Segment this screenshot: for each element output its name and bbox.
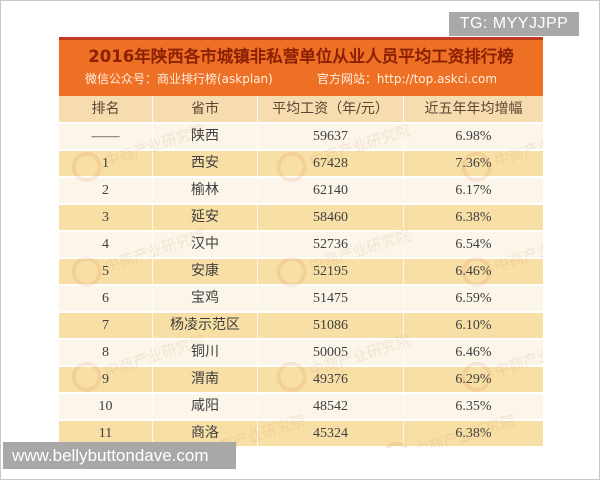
cell-region: 渭南: [153, 367, 258, 392]
source-line: 微信公众号：商业排行榜(askplan) 官方网站：http://top.ask…: [59, 69, 543, 89]
cell-rank: 8: [59, 340, 153, 365]
cell-growth: 6.98%: [455, 129, 492, 144]
table-row: 6 宝鸡 51475 6.59%: [59, 286, 543, 313]
cell-region: 商洛: [153, 421, 258, 446]
cell-growth: 6.46%: [455, 264, 492, 279]
table-row: 1 西安 67428 7.36%: [59, 151, 543, 178]
cell-growth: 6.35%: [455, 399, 492, 414]
cell-wage: 51086: [258, 313, 404, 338]
column-header-region: 省市: [153, 96, 258, 122]
cell-wage: 52736: [258, 232, 404, 257]
cell-wage: 67428: [258, 151, 404, 176]
cell-region: 榆林: [153, 178, 258, 203]
cell-wage: 62140: [258, 178, 404, 203]
column-header-growth: 近五年年均增幅: [424, 101, 523, 117]
cell-wage: 50005: [258, 340, 404, 365]
table-title-block: 2016年陕西各市城镇非私营单位从业人员平均工资排行榜 微信公众号：商业排行榜(…: [59, 40, 543, 96]
cell-wage: 52195: [258, 259, 404, 284]
ranking-table: 2016年陕西各市城镇非私营单位从业人员平均工资排行榜 微信公众号：商业排行榜(…: [59, 37, 543, 448]
cell-growth: 7.36%: [455, 156, 492, 171]
table-header-row: 排名 省市 平均工资（年/元） 近五年年均增幅: [59, 96, 543, 124]
cell-wage: 48542: [258, 394, 404, 419]
cell-growth: 6.54%: [455, 237, 492, 252]
table-row: —— 陕西 59637 6.98%: [59, 124, 543, 151]
table-row: 7 杨凌示范区 51086 6.10%: [59, 313, 543, 340]
cell-region: 西安: [153, 151, 258, 176]
table-row: 10 咸阳 48542 6.35%: [59, 394, 543, 421]
cell-rank: 11: [59, 421, 153, 446]
cell-wage: 59637: [258, 124, 404, 149]
cell-region: 宝鸡: [153, 286, 258, 311]
cell-rank: 10: [59, 394, 153, 419]
cell-rank: 5: [59, 259, 153, 284]
table-row: 4 汉中 52736 6.54%: [59, 232, 543, 259]
cell-wage: 58460: [258, 205, 404, 230]
source-wechat: 微信公众号：商业排行榜(askplan): [85, 72, 273, 86]
cell-region: 铜川: [153, 340, 258, 365]
cell-growth: 6.17%: [455, 183, 492, 198]
column-header-rank: 排名: [59, 96, 153, 122]
watermark-url-badge: www.bellybuttondave.com: [3, 442, 236, 469]
cell-rank: ——: [59, 124, 153, 149]
cell-growth: 6.10%: [455, 318, 492, 333]
cell-region: 陕西: [153, 124, 258, 149]
table-body: —— 陕西 59637 6.98% 1 西安 67428 7.36% 2 榆林 62140 6.17%…: [59, 124, 543, 448]
cell-region: 汉中: [153, 232, 258, 257]
table-row: 8 铜川 50005 6.46%: [59, 340, 543, 367]
cell-growth: 6.46%: [455, 345, 492, 360]
cell-region: 咸阳: [153, 394, 258, 419]
table-title: 2016年陕西各市城镇非私营单位从业人员平均工资排行榜: [88, 47, 514, 66]
cell-rank: 3: [59, 205, 153, 230]
cell-wage: 51475: [258, 286, 404, 311]
cell-rank: 1: [59, 151, 153, 176]
cell-rank: 6: [59, 286, 153, 311]
table-row: 9 渭南 49376 6.29%: [59, 367, 543, 394]
cell-region: 杨凌示范区: [153, 313, 258, 338]
cell-region: 延安: [153, 205, 258, 230]
cell-growth: 6.38%: [455, 426, 492, 441]
cell-rank: 7: [59, 313, 153, 338]
table-row: 3 延安 58460 6.38%: [59, 205, 543, 232]
column-header-wage: 平均工资（年/元）: [258, 96, 404, 122]
cell-wage: 45324: [258, 421, 404, 446]
cell-growth: 6.38%: [455, 210, 492, 225]
cell-rank: 9: [59, 367, 153, 392]
cell-rank: 4: [59, 232, 153, 257]
cell-growth: 6.59%: [455, 291, 492, 306]
source-website: 官方网站：http://top.askci.com: [316, 72, 498, 86]
table-row: 5 安康 52195 6.46%: [59, 259, 543, 286]
tg-badge: TG: MYYJJPP: [449, 12, 579, 36]
table-row: 2 榆林 62140 6.17%: [59, 178, 543, 205]
cell-region: 安康: [153, 259, 258, 284]
cell-wage: 49376: [258, 367, 404, 392]
cell-rank: 2: [59, 178, 153, 203]
cell-growth: 6.29%: [455, 372, 492, 387]
